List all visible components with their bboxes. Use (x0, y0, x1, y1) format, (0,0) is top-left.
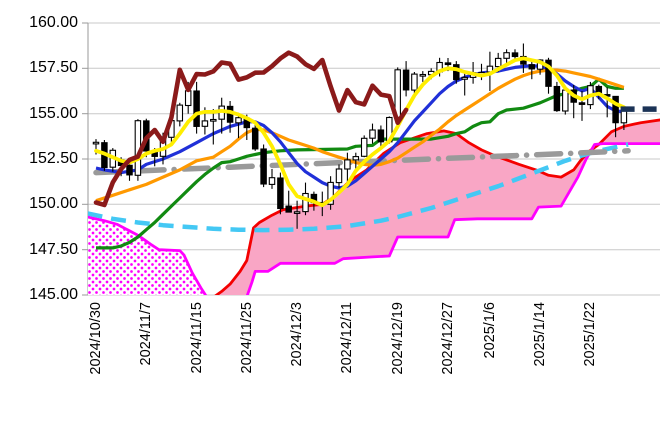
candle-body-up (176, 104, 184, 122)
candle-body-up (184, 90, 192, 107)
y-axis-label: 152.50 (29, 150, 78, 167)
candle-body-up (503, 52, 510, 59)
x-axis-label: 2025/1/6 (481, 302, 498, 359)
candle-body-up (327, 181, 334, 205)
x-axis-label: 2025/1/14 (532, 302, 549, 367)
candle-body-down (193, 90, 200, 127)
x-axis-label: 2024/10/30 (88, 302, 104, 375)
candle-body-up (344, 159, 351, 170)
candle-body-up (419, 73, 427, 77)
candle-body-up (293, 211, 301, 214)
candle-body-up (268, 177, 276, 185)
candle-body-up (302, 192, 309, 213)
cloud-bullish-area (600, 119, 660, 144)
candle-body-down (444, 62, 452, 66)
candle-body-up (360, 137, 368, 157)
x-axis-label: 2024/12/27 (439, 302, 456, 375)
candle-body-down (285, 205, 292, 213)
y-axis-label: 150.00 (29, 195, 78, 213)
x-axis-label: 2024/12/19 (389, 302, 406, 375)
y-axis-label: 157.50 (29, 59, 78, 77)
candle-body-down (377, 129, 385, 143)
candle-body-down (612, 95, 619, 124)
y-axis-label: 160.00 (29, 14, 78, 31)
cloud-bearish-area (88, 217, 206, 295)
candle-body-up (494, 57, 502, 68)
y-axis-label: 145.00 (29, 286, 78, 303)
longterm-cyan-dashed (88, 142, 629, 233)
candle-body-up (210, 118, 217, 122)
senkou-b-line (88, 142, 660, 295)
x-axis-label: 2025/1/22 (582, 302, 599, 367)
x-axis-label: 2024/11/15 (188, 302, 205, 374)
x-axis-label: 2024/11/25 (238, 302, 255, 374)
candle-body-down (528, 64, 536, 70)
candle-body-down (553, 85, 561, 112)
candle-body-up (562, 89, 569, 112)
candle-body-down (578, 102, 586, 105)
y-axis-label: 155.00 (29, 104, 78, 122)
candle-body-down (126, 164, 133, 176)
candle-body-up (461, 76, 468, 80)
candle-body-down (402, 69, 410, 91)
candle-body-down (251, 127, 259, 150)
candle-body-up (335, 168, 343, 184)
x-axis-label: 2024/12/11 (339, 302, 356, 374)
ma-short-yellow (94, 56, 626, 208)
cloud-bullish-area (216, 131, 591, 295)
candle-body-up (411, 73, 418, 91)
candle-body-up (352, 156, 360, 161)
series-over (93, 50, 660, 208)
candle-body-down (260, 148, 267, 185)
candle-body-up (369, 129, 376, 139)
candle-body-down (453, 64, 460, 81)
candle-body-up (92, 141, 100, 145)
candle-body-up (235, 117, 242, 124)
y-axis-label: 147.50 (29, 240, 78, 258)
lagging-span-dark-red (93, 50, 409, 208)
x-axis-label: 2024/11/7 (138, 302, 155, 366)
candle-body-down (545, 59, 552, 87)
x-axis-label: 2024/12/3 (289, 302, 306, 367)
candle-body-up (201, 120, 209, 127)
candle-body-down (511, 52, 519, 58)
candle-body-down (277, 177, 284, 210)
